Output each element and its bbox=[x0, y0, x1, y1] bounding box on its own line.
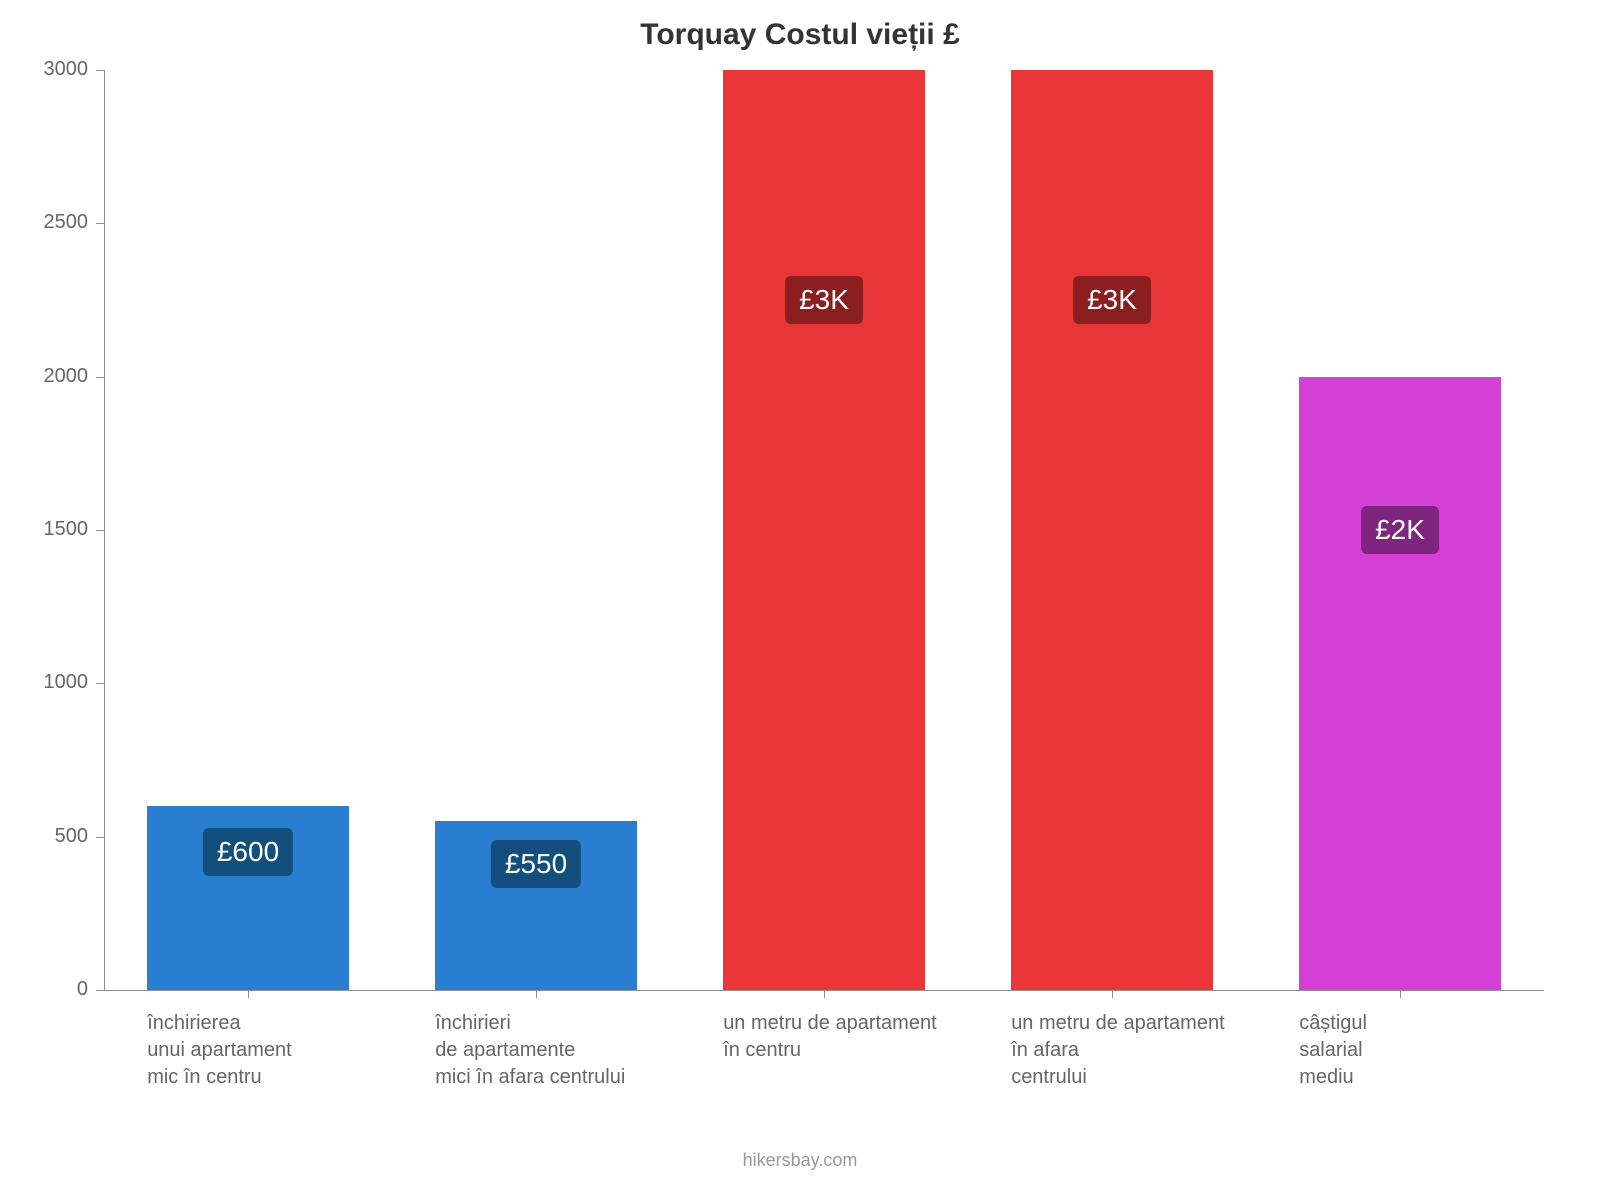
ytick-mark bbox=[96, 70, 104, 71]
x-category-label: câștigul salarial mediu bbox=[1299, 1010, 1367, 1091]
x-category-label: închirierea unui apartament mic în centr… bbox=[147, 1010, 292, 1091]
xtick-mark bbox=[1400, 990, 1401, 998]
y-axis bbox=[104, 70, 105, 990]
bar bbox=[1299, 377, 1501, 990]
x-category-label: un metru de apartament în afara centrulu… bbox=[1011, 1010, 1224, 1091]
plot-area: 050010001500200025003000£600închirierea … bbox=[104, 70, 1544, 990]
xtick-mark bbox=[536, 990, 537, 998]
xtick-mark bbox=[1112, 990, 1113, 998]
xtick-mark bbox=[248, 990, 249, 998]
ytick-label: 2000 bbox=[8, 365, 88, 388]
x-category-label: închirieri de apartamente mici în afara … bbox=[435, 1010, 625, 1091]
ytick-label: 1500 bbox=[8, 518, 88, 541]
bar-value-label: £600 bbox=[203, 828, 293, 876]
cost-of-living-chart: Torquay Costul vieții £ 0500100015002000… bbox=[0, 0, 1600, 1200]
bar bbox=[723, 70, 925, 990]
ytick-label: 2500 bbox=[8, 211, 88, 234]
ytick-mark bbox=[96, 990, 104, 991]
x-category-label: un metru de apartament în centru bbox=[723, 1010, 936, 1064]
ytick-mark bbox=[96, 223, 104, 224]
bar-value-label: £550 bbox=[491, 840, 581, 888]
bar-value-label: £2K bbox=[1361, 506, 1439, 554]
ytick-label: 1000 bbox=[8, 671, 88, 694]
ytick-label: 3000 bbox=[8, 58, 88, 81]
bar-value-label: £3K bbox=[785, 276, 863, 324]
bar bbox=[1011, 70, 1213, 990]
ytick-mark bbox=[96, 683, 104, 684]
bar-value-label: £3K bbox=[1073, 276, 1151, 324]
ytick-mark bbox=[96, 377, 104, 378]
chart-footer: hikersbay.com bbox=[0, 1150, 1600, 1171]
ytick-mark bbox=[96, 530, 104, 531]
xtick-mark bbox=[824, 990, 825, 998]
chart-title: Torquay Costul vieții £ bbox=[0, 18, 1600, 52]
ytick-mark bbox=[96, 837, 104, 838]
ytick-label: 0 bbox=[8, 978, 88, 1001]
ytick-label: 500 bbox=[8, 825, 88, 848]
